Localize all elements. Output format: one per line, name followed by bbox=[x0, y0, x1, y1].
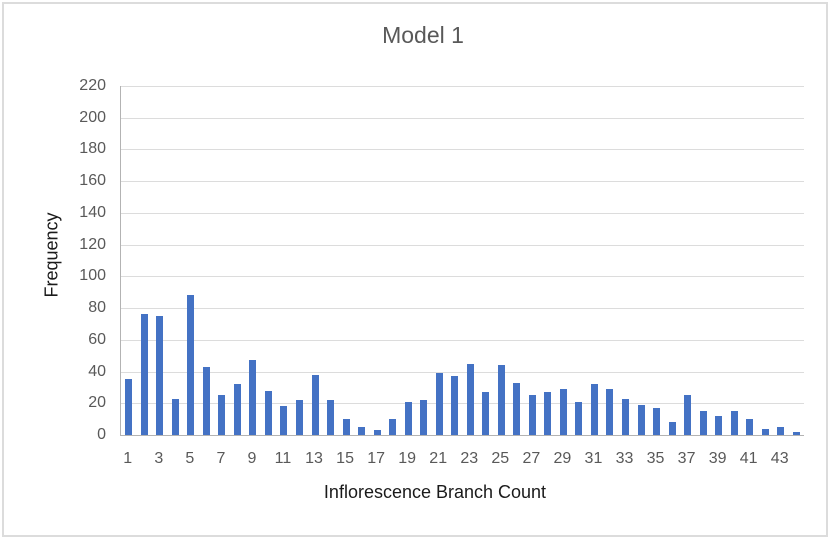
y-tick-label: 200 bbox=[79, 108, 106, 126]
x-tick-label: 13 bbox=[305, 450, 323, 467]
bar bbox=[590, 384, 598, 435]
bar bbox=[621, 398, 629, 435]
gridline bbox=[121, 86, 804, 87]
x-axis-title: Inflorescence Branch Count bbox=[323, 482, 547, 502]
bar bbox=[171, 398, 179, 435]
bar bbox=[761, 428, 769, 435]
bar bbox=[715, 415, 723, 435]
bar bbox=[404, 401, 412, 435]
y-tick-label: 40 bbox=[88, 362, 106, 380]
x-tick-label: 7 bbox=[216, 450, 226, 467]
bar bbox=[264, 390, 272, 435]
x-tick-label: 39 bbox=[708, 450, 727, 467]
bar bbox=[327, 400, 335, 435]
bar bbox=[296, 400, 303, 435]
bar bbox=[637, 404, 645, 435]
bar bbox=[435, 373, 443, 435]
gridline bbox=[121, 339, 804, 341]
x-tick-label: 27 bbox=[522, 450, 541, 467]
x-tick-label: 21 bbox=[429, 450, 448, 467]
bar bbox=[559, 389, 567, 435]
x-tick-label: 37 bbox=[677, 450, 696, 467]
bar bbox=[513, 382, 521, 435]
bar bbox=[249, 360, 257, 435]
x-tick-label: 29 bbox=[553, 450, 572, 467]
x-tick-label: 43 bbox=[770, 450, 789, 467]
x-tick-label: 17 bbox=[367, 450, 386, 467]
y-tick-label: 20 bbox=[88, 394, 106, 412]
bar bbox=[187, 295, 195, 435]
y-tick-label: 100 bbox=[79, 267, 106, 285]
bar bbox=[202, 366, 210, 435]
gridline bbox=[121, 308, 804, 310]
x-tick-label: 23 bbox=[460, 450, 479, 467]
bar bbox=[528, 395, 536, 435]
bar bbox=[451, 376, 459, 435]
bar bbox=[218, 395, 226, 435]
bar bbox=[342, 419, 350, 435]
bar bbox=[420, 400, 428, 435]
bar bbox=[777, 427, 785, 435]
bar bbox=[606, 389, 614, 435]
gridline bbox=[121, 212, 804, 214]
x-tick-label: 1 bbox=[123, 450, 133, 467]
bar bbox=[730, 411, 738, 435]
plot-area bbox=[120, 86, 804, 436]
chart-title: Model 1 bbox=[382, 22, 464, 48]
bar bbox=[280, 406, 288, 435]
y-tick-label: 140 bbox=[79, 203, 106, 221]
y-tick-label: 120 bbox=[79, 235, 106, 253]
bar bbox=[699, 411, 707, 435]
bar bbox=[125, 379, 133, 435]
x-tick-label: 9 bbox=[247, 450, 257, 467]
gridline bbox=[121, 244, 804, 246]
x-tick-label: 15 bbox=[336, 450, 354, 467]
bar bbox=[358, 427, 366, 435]
x-tick-label: 3 bbox=[154, 450, 164, 467]
bar bbox=[575, 401, 583, 435]
bar bbox=[497, 365, 505, 435]
bar bbox=[544, 392, 552, 435]
bar bbox=[792, 431, 800, 435]
y-tick-label: 220 bbox=[79, 77, 106, 94]
bar bbox=[389, 419, 397, 435]
x-tick-label: 11 bbox=[274, 450, 292, 467]
x-tick-label: 31 bbox=[584, 450, 603, 467]
x-tick-label: 33 bbox=[615, 450, 634, 467]
bar bbox=[668, 422, 676, 435]
x-tick-label: 25 bbox=[491, 450, 510, 467]
x-tick-label: 41 bbox=[739, 450, 758, 467]
gridline bbox=[121, 181, 804, 183]
bar bbox=[746, 419, 754, 435]
y-tick-label: 160 bbox=[79, 172, 106, 190]
gridline bbox=[121, 371, 804, 373]
bar bbox=[233, 384, 241, 435]
bar bbox=[156, 316, 164, 435]
x-tick-label: 19 bbox=[398, 450, 417, 467]
gridline bbox=[121, 276, 804, 278]
bar bbox=[482, 392, 490, 435]
bar bbox=[653, 408, 661, 435]
y-tick-label: 60 bbox=[88, 330, 106, 348]
gridline bbox=[121, 117, 804, 119]
bar bbox=[311, 374, 319, 435]
y-tick-label: 180 bbox=[79, 140, 106, 158]
bar bbox=[373, 430, 381, 435]
bar bbox=[684, 395, 692, 435]
y-tick-label: 0 bbox=[97, 426, 106, 443]
bar bbox=[140, 314, 148, 435]
bar bbox=[466, 363, 474, 435]
x-tick-label: 35 bbox=[646, 450, 665, 467]
x-tick-label: 5 bbox=[185, 450, 195, 467]
gridline bbox=[121, 149, 804, 151]
gridline bbox=[121, 403, 804, 405]
y-tick-label: 80 bbox=[88, 299, 106, 317]
